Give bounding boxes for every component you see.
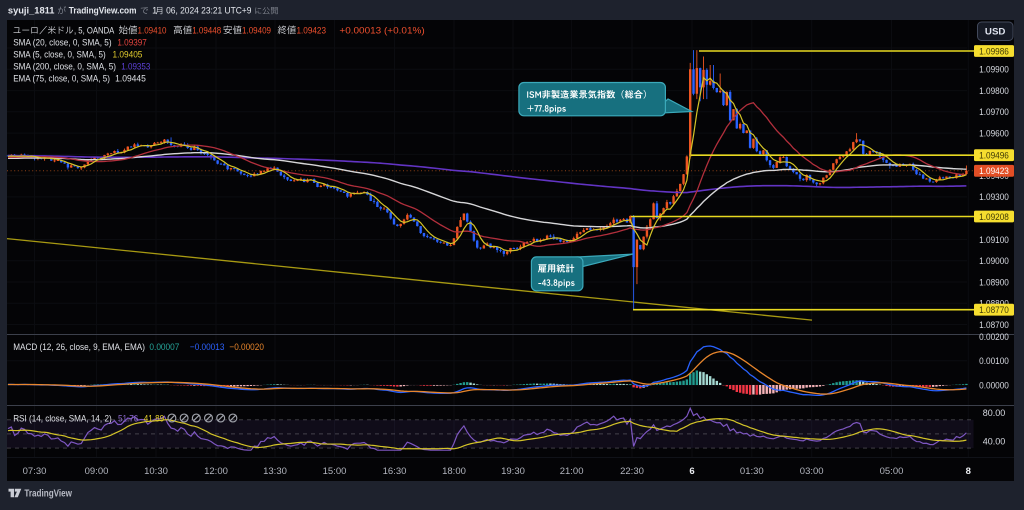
svg-text:0.00200: 0.00200 [979,332,1009,343]
svg-text:18:00: 18:00 [442,466,466,477]
svg-text:40.00: 40.00 [983,436,1006,447]
svg-text:, 5, OANDA: , 5, OANDA [74,25,115,36]
svg-text:1.09496: 1.09496 [979,151,1009,162]
svg-text:TradingView: TradingView [24,488,72,499]
svg-text:1: 1 [152,6,157,16]
svg-text:1.09700: 1.09700 [979,107,1009,118]
svg-text:MACD (12, 26, close, 9, EMA, E: MACD (12, 26, close, 9, EMA, EMA) [13,342,145,353]
svg-text:13:30: 13:30 [263,466,287,477]
svg-text:1.09423: 1.09423 [979,166,1009,177]
svg-text:1.09900: 1.09900 [979,65,1009,76]
svg-text:05:00: 05:00 [880,466,904,477]
svg-text:SMA (200, close, 0, SMA, 5): SMA (200, close, 0, SMA, 5) [13,62,116,73]
svg-text:1.09300: 1.09300 [979,192,1009,203]
svg-text:22:30: 22:30 [620,466,644,477]
svg-text:16:30: 16:30 [383,466,407,477]
svg-text:1.09000: 1.09000 [979,256,1009,267]
svg-text:0.00100: 0.00100 [979,356,1009,367]
svg-text:1.09353: 1.09353 [121,62,150,73]
svg-text:−0.00013: −0.00013 [190,342,225,353]
svg-text:1.09986: 1.09986 [979,46,1009,57]
svg-text:09:00: 09:00 [85,466,109,477]
svg-text:1.09410: 1.09410 [138,25,167,36]
svg-text:1.09423: 1.09423 [297,25,327,36]
svg-text:1.09448: 1.09448 [192,25,221,36]
svg-text:06, 2024 23:21 UTC+9: 06, 2024 23:21 UTC+9 [166,6,251,16]
svg-text:0.00000: 0.00000 [979,380,1009,391]
svg-text:RSI (14, close, SMA, 14, 2): RSI (14, close, SMA, 14, 2) [13,414,112,425]
svg-text:03:00: 03:00 [800,466,824,477]
svg-text:1.09600: 1.09600 [979,128,1009,139]
svg-text:TradingView.com: TradingView.com [69,6,137,16]
svg-text:0.00007: 0.00007 [149,342,179,353]
svg-text:EMA (75, close, 0, SMA, 5): EMA (75, close, 0, SMA, 5) [13,74,110,85]
svg-text:1.09397: 1.09397 [117,37,146,48]
svg-text:1.08700: 1.08700 [979,320,1009,331]
svg-text:10:30: 10:30 [144,466,168,477]
svg-text:+0.00013 (+0.01%): +0.00013 (+0.01%) [339,25,424,36]
svg-text:1.09800: 1.09800 [979,86,1009,97]
svg-text:41.89: 41.89 [144,414,164,425]
svg-text:USD: USD [985,27,1006,38]
svg-text:1.09445: 1.09445 [115,74,146,85]
svg-text:19:30: 19:30 [501,466,525,477]
svg-text:01:30: 01:30 [740,466,764,477]
svg-text:syuji_1811: syuji_1811 [8,6,55,16]
svg-text:80.00: 80.00 [983,408,1006,419]
svg-text:1.09405: 1.09405 [113,50,143,61]
svg-text:1.09409: 1.09409 [242,25,271,36]
svg-text:07:30: 07:30 [23,466,47,477]
svg-text:SMA (20, close, 0, SMA, 5): SMA (20, close, 0, SMA, 5) [13,37,111,48]
svg-text:6: 6 [689,466,694,477]
svg-text:12:00: 12:00 [204,466,228,477]
svg-text:1.08900: 1.08900 [979,277,1009,288]
svg-text:1.09208: 1.09208 [979,212,1009,223]
svg-text:51.76: 51.76 [118,414,138,425]
svg-text:21:00: 21:00 [560,466,584,477]
svg-text:−0.00020: −0.00020 [229,342,264,353]
svg-text:1.08770: 1.08770 [979,305,1009,316]
svg-text:1.09100: 1.09100 [979,235,1009,246]
svg-text:SMA (5, close, 0, SMA, 5): SMA (5, close, 0, SMA, 5) [13,50,106,61]
svg-text:8: 8 [966,466,971,477]
svg-text:15:00: 15:00 [323,466,347,477]
